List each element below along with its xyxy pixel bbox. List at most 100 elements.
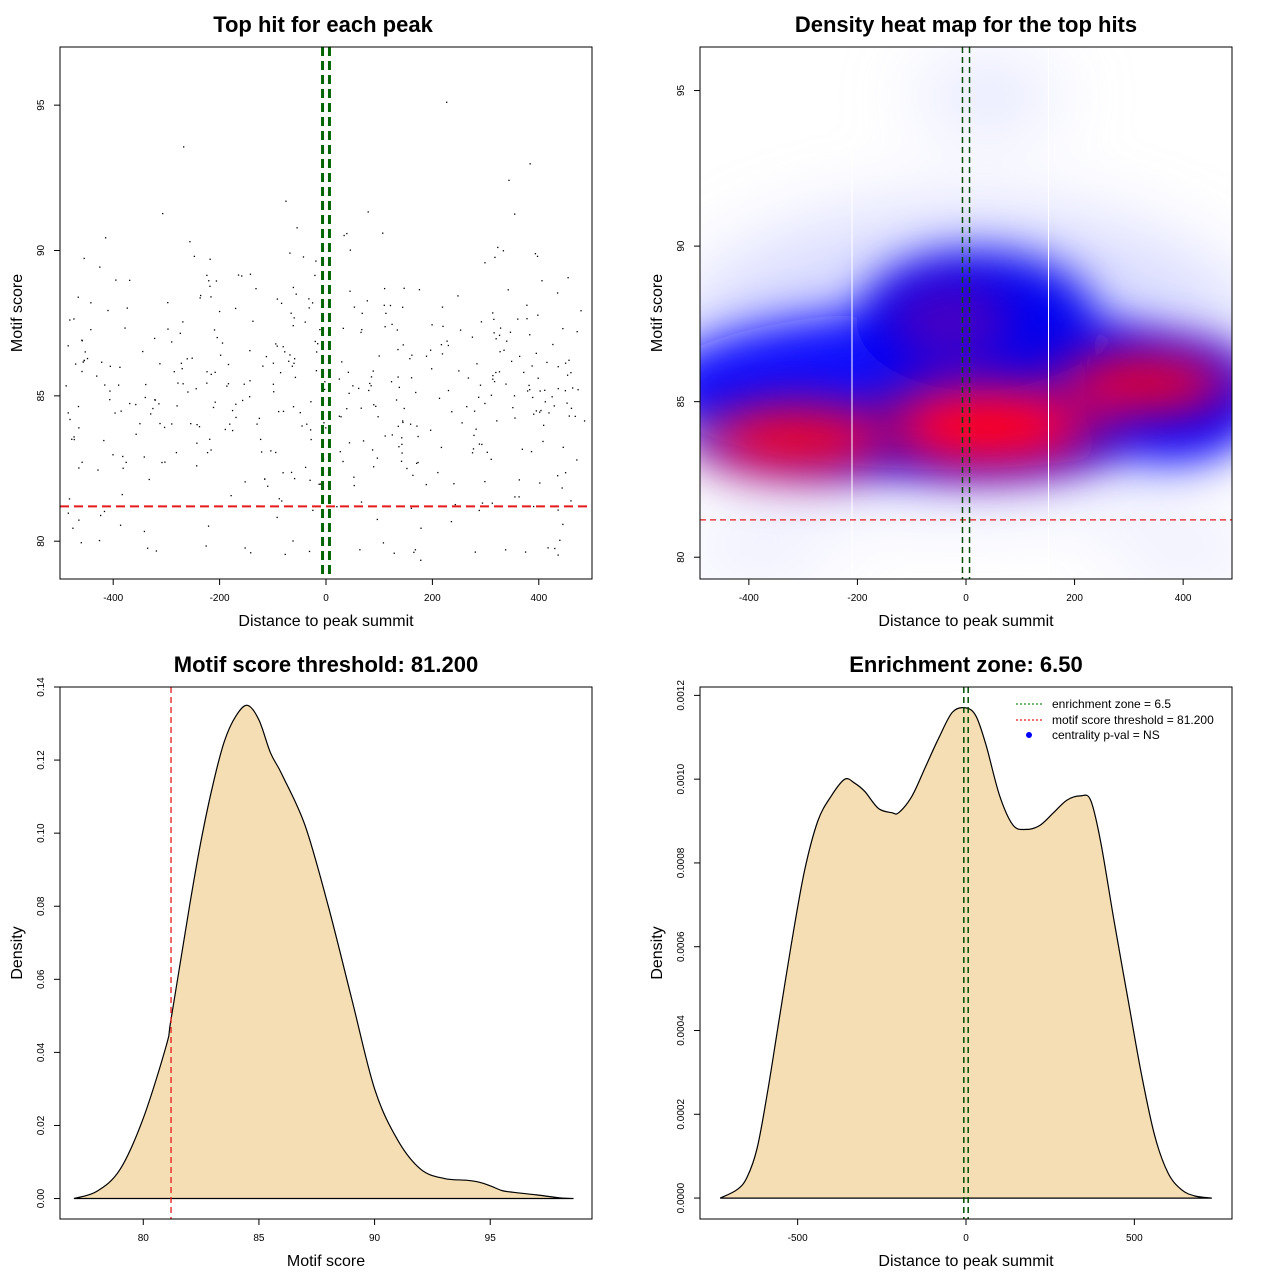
scatter-point (471, 452, 474, 454)
scatter-point (205, 545, 207, 547)
scatter-point (299, 412, 301, 414)
scatter-point (384, 326, 386, 328)
scatter-point (413, 551, 415, 553)
scatter-point (282, 410, 285, 413)
scatter-point (566, 402, 568, 404)
scatter-point (466, 405, 468, 408)
scatter-point (260, 451, 263, 453)
scatter-point (309, 479, 311, 481)
scatter-point (231, 409, 234, 412)
scatter-point (403, 407, 405, 410)
scatter-point (289, 252, 291, 254)
scatter-point (278, 498, 280, 500)
scatter-point (416, 425, 418, 427)
scatter-point (348, 442, 351, 444)
x-tick-label: 200 (424, 593, 441, 604)
scatter-point (262, 365, 264, 367)
legend-label-enrichment-zone: enrichment zone = 6.5 (1052, 697, 1171, 711)
scatter-point (306, 423, 308, 425)
scatter-point (235, 403, 237, 405)
scatter-point (391, 434, 393, 436)
scatter-point (360, 407, 362, 409)
scatter-point (554, 547, 556, 550)
scatter-point (206, 371, 208, 373)
scatter-point (342, 327, 344, 330)
scatter-point (289, 354, 291, 356)
scatter-point (417, 461, 419, 464)
x-tick-label: 0 (963, 593, 969, 604)
y-tick-label: 0.0010 (676, 763, 687, 794)
scatter-point (508, 179, 510, 181)
scatter-point (282, 346, 284, 348)
scatter-point (400, 460, 403, 462)
scatter-point (143, 530, 146, 533)
scatter-point (72, 527, 74, 529)
scatter-point (121, 493, 123, 496)
y-tick-label: 90 (676, 240, 687, 252)
scatter-point (318, 483, 320, 485)
y-tick-label: 0.00 (36, 1188, 47, 1208)
scatter-point (459, 329, 462, 331)
scatter-x-label: Distance to peak summit (238, 613, 414, 630)
scatter-point (410, 507, 413, 510)
scatter-point (414, 549, 417, 551)
scatter-point (523, 371, 525, 374)
heatmap-hotspot (1069, 353, 1222, 413)
heatmap-hotspots (700, 280, 1232, 485)
scatter-point (98, 539, 101, 542)
panel-scatter: Top hit for each peak -400 -200 0 200 400 80… (9, 12, 593, 630)
scatter-point (281, 500, 283, 502)
scatter-point (129, 402, 131, 405)
heatmap-hotspot (897, 392, 1078, 461)
scatter-point (358, 387, 360, 390)
scatter-point (279, 371, 282, 374)
scatter-point (244, 481, 246, 483)
scatter-point (431, 324, 433, 326)
scatter-point (103, 510, 106, 513)
scatter-point (294, 376, 297, 379)
scatter-point (67, 345, 69, 347)
scatter-point (336, 506, 338, 508)
scatter-point (249, 380, 251, 382)
heatmap-title: Density heat map for the top hits (795, 12, 1137, 37)
scatter-point (401, 452, 403, 454)
scatter-point (570, 371, 572, 374)
scatter-point (210, 296, 212, 298)
scatter-point (282, 472, 284, 474)
x-tick-label: 400 (1175, 593, 1192, 604)
scatter-point (206, 382, 208, 384)
scatter-point (535, 352, 537, 354)
scatter-point (551, 396, 553, 398)
scatter-point (518, 479, 521, 481)
scatter-point (265, 355, 268, 358)
scatter-point (171, 341, 173, 343)
x-tick-label: -500 (788, 1233, 808, 1244)
scatter-point (272, 362, 275, 364)
scatter-point (214, 401, 216, 403)
scatter-point (311, 302, 314, 304)
scatter-point (518, 355, 521, 358)
scatter-x-axis: -400 -200 0 200 400 (103, 578, 548, 604)
scatter-point (564, 472, 567, 474)
scatter-point (346, 232, 348, 235)
scatter-point (513, 395, 516, 397)
scatter-point (317, 343, 319, 345)
distance-density-title: Enrichment zone: 6.50 (849, 652, 1083, 677)
scatter-point (100, 514, 102, 517)
y-tick-label: 0.12 (36, 750, 47, 770)
scatter-point (293, 477, 296, 480)
x-tick-label: 80 (138, 1233, 150, 1244)
y-tick-label: 80 (676, 551, 687, 563)
scatter-point (343, 234, 345, 237)
scatter-point (531, 365, 533, 367)
scatter-point (521, 448, 524, 450)
scatter-point (490, 394, 493, 396)
scatter-point (362, 440, 365, 442)
scatter-point (556, 292, 559, 294)
scatter-point (484, 480, 486, 483)
scatter-point (368, 389, 370, 392)
heatmap-hotspot (718, 408, 878, 470)
scatter-point (196, 442, 198, 444)
scatter-point (557, 554, 559, 556)
scatter-point (340, 416, 342, 418)
